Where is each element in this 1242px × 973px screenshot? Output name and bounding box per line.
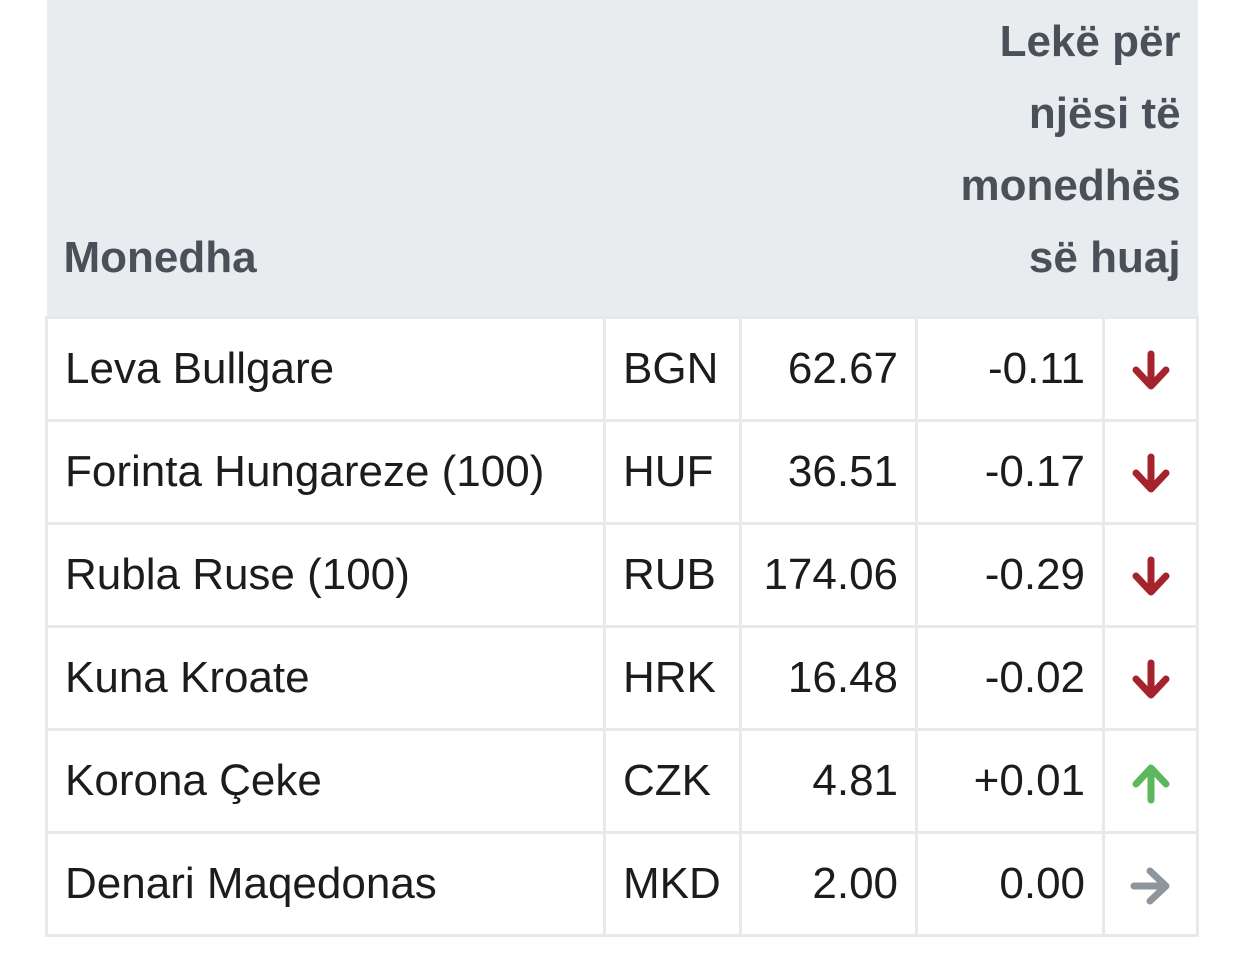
arrow-down-icon — [1128, 657, 1174, 703]
change-direction — [1102, 521, 1200, 628]
arrow-down-icon — [1128, 451, 1174, 497]
table-row-huf: Forinta Hungareze (100) HUF 36.51 -0.17 — [45, 418, 1200, 525]
table-row-mkd: Denari Maqedonas MKD 2.00 0.00 — [45, 830, 1200, 937]
arrow-up-icon — [1128, 760, 1174, 806]
currency-name: Denari Maqedonas — [45, 830, 606, 937]
rate-change: +0.01 — [915, 727, 1106, 834]
currency-rate: 174.06 — [739, 521, 919, 628]
currency-code: HRK — [602, 624, 743, 731]
exchange-rate-table-container: Monedha Lekë për njësi të monedhës së hu… — [45, 0, 1200, 937]
change-direction — [1102, 727, 1200, 834]
rate-change: -0.02 — [915, 624, 1106, 731]
header-rate-line-2: njësi të — [1028, 88, 1181, 138]
currency-rate: 2.00 — [739, 830, 919, 937]
table-row-bgn: Leva Bullgare BGN 62.67 -0.11 — [45, 315, 1200, 422]
table-row-czk: Korona Çeke CZK 4.81 +0.01 — [45, 727, 1200, 834]
currency-code: RUB — [602, 521, 743, 628]
currency-name: Rubla Ruse (100) — [45, 521, 606, 628]
currency-code: CZK — [602, 727, 743, 834]
rate-change: -0.29 — [915, 521, 1106, 628]
currency-code: BGN — [602, 315, 743, 422]
exchange-rate-table: Monedha Lekë për njësi të monedhës së hu… — [45, 0, 1200, 937]
arrow-down-icon — [1128, 554, 1174, 600]
currency-name: Korona Çeke — [45, 727, 606, 834]
header-rate-line-1: Lekë për — [999, 16, 1181, 66]
table-row-rub: Rubla Ruse (100) RUB 174.06 -0.29 — [45, 521, 1200, 628]
header-currency: Monedha — [46, 0, 741, 317]
arrow-down-icon — [1128, 348, 1174, 394]
header-rate-line-4: së huaj — [1028, 232, 1181, 282]
currency-rate: 62.67 — [739, 315, 919, 422]
currency-rate: 36.51 — [739, 418, 919, 525]
table-row-hrk: Kuna Kroate HRK 16.48 -0.02 — [45, 624, 1200, 731]
rate-change: -0.17 — [915, 418, 1106, 525]
change-direction — [1102, 830, 1200, 937]
currency-code: HUF — [602, 418, 743, 525]
currency-name: Leva Bullgare — [45, 315, 606, 422]
change-direction — [1102, 315, 1200, 422]
currency-code: MKD — [602, 830, 743, 937]
currency-name: Kuna Kroate — [45, 624, 606, 731]
rate-change: -0.11 — [915, 315, 1106, 422]
currency-name: Forinta Hungareze (100) — [45, 418, 606, 525]
rate-change: 0.00 — [915, 830, 1106, 937]
header-rate: Lekë për njësi të monedhës së huaj — [740, 0, 1198, 317]
currency-rate: 16.48 — [739, 624, 919, 731]
change-direction — [1102, 624, 1200, 731]
header-rate-line-3: monedhës — [960, 160, 1181, 210]
table-header: Monedha Lekë për njësi të monedhës së hu… — [46, 0, 1198, 317]
change-direction — [1102, 418, 1200, 525]
header-row: Monedha Lekë për njësi të monedhës së hu… — [46, 0, 1198, 317]
arrow-right-icon — [1128, 863, 1174, 909]
table-body: Leva Bullgare BGN 62.67 -0.11 Forinta Hu… — [45, 315, 1200, 937]
currency-rate: 4.81 — [739, 727, 919, 834]
